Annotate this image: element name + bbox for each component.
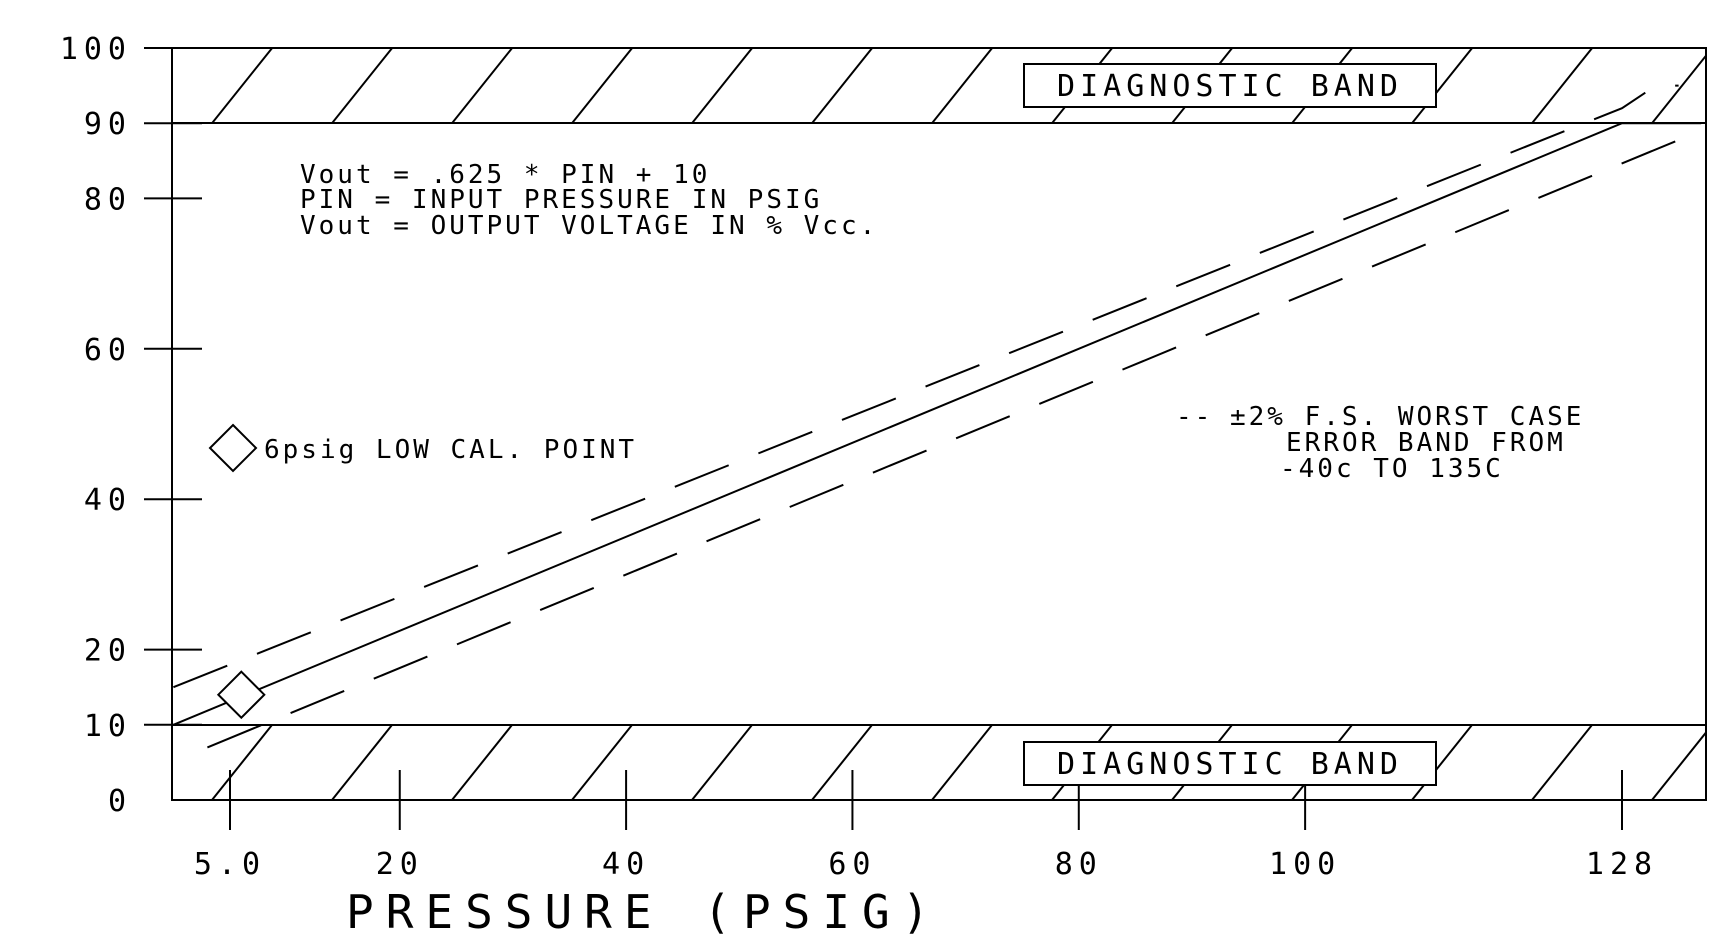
y-tick-label: 100 <box>60 32 132 67</box>
hatch-line <box>1651 730 1706 800</box>
cal-point-label: 6psig LOW CAL. POINT <box>264 435 637 465</box>
y-tick-label: 20 <box>84 634 132 669</box>
transfer-function-line <box>173 122 1702 726</box>
cal-point-annotation: 6psig LOW CAL. POINT <box>208 423 637 473</box>
series-layer <box>173 84 1702 749</box>
x-tick-label: 80 <box>1055 847 1103 882</box>
error-band-line-1 <box>173 84 1679 689</box>
x-axis-ticks: 5.0 20 40 60 80 100 128 <box>194 770 1658 882</box>
hatch-line <box>1651 54 1706 123</box>
formula-annotation: Vout = .625 * PIN + 10 PIN = INPUT PRESS… <box>300 160 878 241</box>
y-tick-label: 10 <box>84 709 132 744</box>
formula-line-2: PIN = INPUT PRESSURE IN PSIG <box>300 185 822 215</box>
hatch-line <box>451 725 513 800</box>
legend-line-2: ERROR BAND FROM <box>1286 428 1566 458</box>
x-axis-label: PRESSURE (PSIG) <box>346 885 941 939</box>
diagnostic-band-bottom-label: DIAGNOSTIC BAND <box>1023 741 1437 786</box>
hatch-line <box>331 48 393 123</box>
x-tick-label: 5.0 <box>194 847 266 882</box>
band-label-bottom: DIAGNOSTIC BAND <box>1057 747 1403 782</box>
formula-line-1: Vout = .625 * PIN + 10 <box>300 160 710 190</box>
y-tick-label: 90 <box>84 107 132 142</box>
legend-line-1: ±2% F.S. WORST CASE <box>1230 402 1584 432</box>
cal-point-legend-diamond <box>208 423 258 473</box>
hatch-line <box>0 48 32 123</box>
x-tick-label: 128 <box>1586 847 1658 882</box>
y-tick-label: 40 <box>84 483 132 518</box>
hatch-line <box>691 48 753 123</box>
hatch-line <box>1411 48 1473 123</box>
y-tick-label: 0 <box>108 784 132 819</box>
hatch-line <box>1411 725 1473 800</box>
diagnostic-band-top-hatch <box>0 48 1706 123</box>
x-tick-label: 40 <box>602 847 650 882</box>
diagnostic-band-top-label: DIAGNOSTIC BAND <box>1023 63 1437 108</box>
hatch-line <box>571 48 633 123</box>
marker-layer <box>216 670 266 720</box>
x-tick-label: 60 <box>828 847 876 882</box>
hatch-line <box>211 48 273 123</box>
hatch-line <box>811 48 873 123</box>
hatch-line <box>1531 725 1593 800</box>
cal-point-marker <box>216 670 266 720</box>
legend-line-3: -40c TO 135C <box>1280 454 1504 484</box>
hatch-line <box>691 725 753 800</box>
y-axis-ticks: 0 10 20 40 60 80 90 100 <box>60 32 202 819</box>
x-tick-label: 20 <box>376 847 424 882</box>
hatch-line <box>931 48 993 123</box>
hatch-line <box>0 725 32 800</box>
x-tick-label: 100 <box>1269 847 1341 882</box>
y-tick-label: 80 <box>84 182 132 217</box>
band-label-top: DIAGNOSTIC BAND <box>1057 69 1403 104</box>
hatch-line <box>811 725 873 800</box>
legend-dash-symbol: -- <box>1176 402 1213 432</box>
hatch-line <box>1531 48 1593 123</box>
hatch-line <box>331 725 393 800</box>
hatch-line <box>931 725 993 800</box>
diagnostic-band-bottom-hatch <box>0 725 1706 800</box>
plot-frame <box>171 47 1707 801</box>
formula-line-3: Vout = OUTPUT VOLTAGE IN % Vcc. <box>300 211 878 241</box>
error-band-legend: -- ±2% F.S. WORST CASE ERROR BAND FROM -… <box>1176 402 1584 484</box>
hatch-line <box>211 725 273 800</box>
hatch-line <box>451 48 513 123</box>
hatch-line <box>571 725 633 800</box>
y-tick-label: 60 <box>84 333 132 368</box>
